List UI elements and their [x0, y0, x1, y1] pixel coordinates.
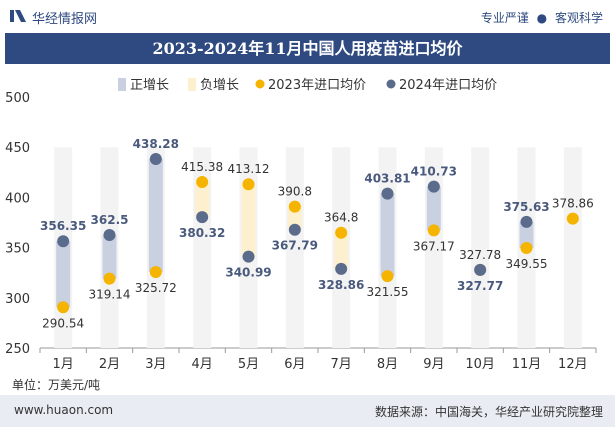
x-tick-label: 10月 — [465, 357, 495, 372]
legend-label-3: 2024年进口均价 — [399, 78, 497, 93]
x-tick-label: 7月 — [331, 357, 352, 372]
data-label-2023: 367.17 — [413, 239, 455, 253]
point-2024 — [381, 187, 394, 200]
y-tick-label: 350 — [5, 242, 30, 257]
data-label-2023: 321.55 — [367, 285, 409, 299]
brand-name: 华经情报网 — [32, 12, 98, 27]
top-bar: 华经情报网 专业严谨 ● 客观科学 — [0, 0, 615, 33]
x-tick-label: 5月 — [238, 357, 259, 372]
data-source: 数据来源：中国海关，华经产业研究院整理 — [374, 405, 603, 419]
x-tick-label: 8月 — [377, 357, 398, 372]
unit-label: 单位：万美元/吨 — [12, 378, 101, 392]
y-tick-label: 500 — [5, 91, 30, 106]
chart-title: 2023-2024年11月中国人用疫苗进口均价 — [5, 33, 610, 64]
point-2023 — [566, 212, 579, 225]
legend-swatch-2 — [255, 79, 265, 89]
data-label-2023: 325.72 — [135, 281, 177, 295]
x-tick-label: 1月 — [53, 357, 74, 372]
point-2024 — [196, 211, 209, 224]
point-2024 — [335, 262, 348, 275]
x-tick-label: 9月 — [423, 357, 444, 372]
negative-growth-bar — [334, 232, 349, 269]
slogan-left: 专业严谨 — [480, 11, 529, 25]
point-2024 — [242, 250, 255, 263]
data-label-2023: 349.55 — [506, 257, 548, 271]
positive-growth-bar — [380, 193, 395, 277]
point-2023 — [427, 224, 440, 237]
positive-growth-bar — [102, 235, 117, 279]
data-label-2024: 367.79 — [272, 239, 318, 253]
point-2024 — [427, 180, 440, 193]
data-label-2024: 380.32 — [179, 226, 225, 240]
legend-label-2: 2023年进口均价 — [268, 78, 366, 93]
x-tick-label: 12月 — [558, 357, 588, 372]
column-stripe — [563, 147, 582, 348]
footer: www.huaon.com 数据来源：中国海关，华经产业研究院整理 — [0, 395, 615, 427]
column-stripe — [285, 147, 304, 348]
point-2023 — [149, 265, 162, 278]
point-2024 — [288, 223, 301, 236]
point-2023 — [242, 178, 255, 191]
point-2023 — [288, 200, 301, 213]
point-2023 — [103, 272, 116, 285]
point-2024 — [57, 235, 70, 248]
data-label-2023: 415.38 — [181, 160, 223, 174]
y-tick-label: 250 — [5, 342, 30, 357]
x-tick-label: 6月 — [284, 357, 305, 372]
point-2024 — [103, 229, 116, 242]
x-tick-label: 3月 — [145, 357, 166, 372]
data-label-2024: 327.77 — [457, 279, 503, 293]
data-label-2023: 364.8 — [324, 211, 358, 225]
column-stripe — [471, 147, 490, 348]
point-2024 — [474, 263, 487, 276]
x-tick-label: 2月 — [99, 357, 120, 372]
legend-label-1: 负增长 — [200, 78, 239, 93]
negative-growth-bar — [287, 206, 302, 230]
point-2024 — [520, 215, 533, 228]
data-label-2023: 290.54 — [42, 316, 84, 330]
data-label-2024: 362.5 — [91, 213, 129, 227]
legend-swatch-0 — [118, 78, 126, 91]
point-2024 — [149, 152, 162, 165]
data-label-2024: 375.63 — [503, 200, 549, 214]
x-tick-label: 4月 — [192, 357, 213, 372]
huajing-logo-icon — [10, 10, 26, 22]
data-label-2024: 438.28 — [133, 137, 179, 151]
slogan-separator: ● — [536, 11, 548, 25]
positive-growth-bar — [56, 241, 71, 308]
data-label-2024: 340.99 — [225, 266, 271, 280]
positive-growth-bar — [519, 221, 534, 249]
y-tick-label: 400 — [5, 191, 30, 206]
point-2023 — [520, 242, 533, 255]
slogan-right: 客观科学 — [554, 11, 603, 25]
slogan: 专业严谨 ● 客观科学 — [481, 9, 603, 26]
data-label-2023: 319.14 — [89, 288, 131, 302]
data-label-2023: 378.86 — [552, 197, 594, 211]
point-2023 — [381, 270, 394, 283]
data-label-2024: 403.81 — [364, 172, 410, 186]
positive-growth-bar — [426, 186, 441, 231]
negative-growth-bar — [195, 181, 210, 218]
positive-growth-bar — [148, 158, 163, 272]
website[interactable]: www.huaon.com — [14, 403, 114, 417]
legend-swatch-3 — [386, 79, 396, 89]
data-label-2024: 356.35 — [40, 219, 86, 233]
legend-label-0: 正增长 — [130, 78, 169, 93]
x-tick-label: 11月 — [512, 357, 542, 372]
point-2023 — [57, 301, 70, 314]
negative-growth-bar — [241, 184, 256, 257]
data-label-2024: 328.86 — [318, 278, 364, 292]
legend-swatch-1 — [188, 78, 196, 91]
data-label-2023: 413.12 — [228, 162, 270, 176]
chart: 正增长 负增长 2023年进口均价 2024年进口均价 250 300 350 400 450 5… — [5, 78, 597, 372]
point-2023 — [335, 226, 348, 239]
data-label-2024: 410.73 — [411, 165, 457, 179]
data-label-2023: 327.78 — [459, 248, 501, 262]
data-label-2023: 390.8 — [278, 185, 312, 199]
y-tick-label: 450 — [5, 141, 30, 156]
point-2023 — [196, 175, 209, 188]
y-tick-label: 300 — [5, 292, 30, 307]
